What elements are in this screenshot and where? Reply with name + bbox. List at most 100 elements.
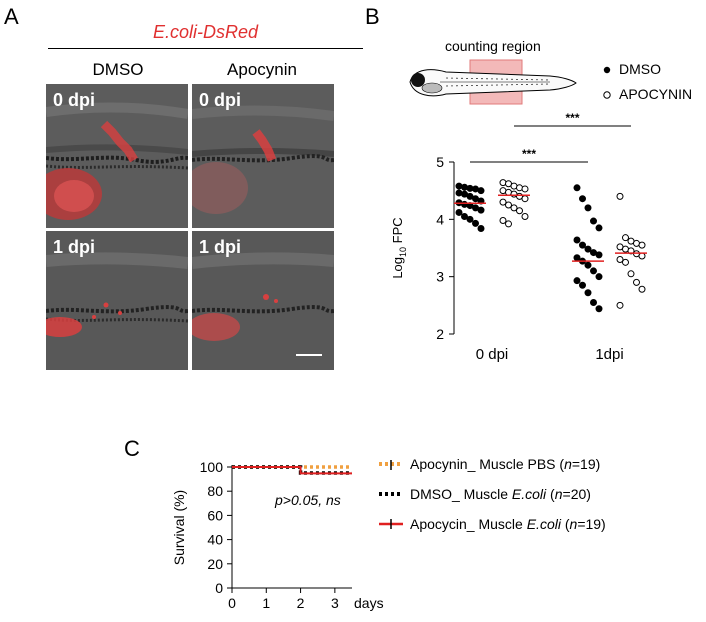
data-point [477,187,485,195]
image-apocynin-0dpi: 0 dpi [192,84,334,228]
data-point [510,204,518,212]
panel-a-letter: A [4,4,19,29]
y-tick-label: 80 [207,483,223,499]
micrograph [46,84,188,228]
legend-c-apocycin-italic: E.coli [526,516,561,532]
y-tick-label: 3 [436,269,444,285]
data-point [499,216,507,224]
data-point [477,225,485,233]
data-point [573,184,581,192]
data-point [584,245,592,253]
y-tick-label: 40 [207,532,223,548]
legend-c-apocycin-label: Apocycin_ Muscle [410,516,527,532]
x-category-label: 1dpi [595,346,623,362]
panel-a-title-rule [48,48,363,49]
data-point [472,219,479,227]
panel-c-letter: C [124,436,140,461]
data-point [573,277,581,285]
data-point [616,255,624,263]
data-point [505,201,512,209]
y-tick-label: 2 [436,326,444,342]
image-apocynin-1dpi: 1 dpi [192,231,334,370]
survival-annotation: p>0.05, ns [275,492,341,508]
data-point [616,301,624,309]
data-point [595,273,603,281]
scatter-plot: 2 3 4 5 Log10 FPC 0 dpi 1dpi *** *** [390,112,647,362]
image-label: 0 dpi [53,90,96,110]
data-point [579,241,586,249]
legend-marker-filled [603,66,611,74]
image-label: 0 dpi [199,90,242,110]
col-label-apocynin: Apocynin [227,60,297,79]
data-point [616,192,624,200]
data-point [584,289,592,297]
data-point [638,252,646,260]
image-label: 1 dpi [53,237,96,257]
panel-a-title: E.coli-DsRed [152,22,259,42]
legend-c-dmso-tail: ( [546,486,555,502]
survival-plot: 0 20 40 60 80 100 0 1 2 3 days Survival (%) [171,459,384,611]
data-point [477,206,485,214]
legend-c-pbs-label: Apocynin_ Muscle PBS ( [410,456,565,472]
data-point [461,200,468,208]
legend-c-dmso-nval: =20) [562,486,591,502]
legend-b-apocynin-label: APOCYNIN [619,86,693,102]
data-point [627,270,635,278]
data-point [521,212,529,220]
panel-b-letter: B [365,4,380,29]
col-label-dmso: DMSO [92,60,144,79]
y-axis-label: Survival (%) [171,490,187,565]
counting-region-label: counting region [445,38,541,54]
data-point [590,217,597,225]
data-point [595,251,603,259]
data-point [622,234,629,242]
data-point [461,212,468,220]
data-point [590,298,597,306]
image-label: 1 dpi [199,237,242,257]
data-point [633,278,640,286]
data-point [516,207,523,215]
y-tick-label: 5 [436,154,444,170]
data-point [579,281,586,289]
data-point [466,215,474,223]
data-point [590,267,597,275]
legend-c-dmso-n: n [554,486,563,502]
legend-swatch-apocycin-ecoli [379,519,403,529]
y-tick-label: 60 [207,507,223,523]
data-point [595,305,603,313]
y-tick-label: 4 [436,211,444,227]
legend-marker-open [603,91,611,99]
legend-c-apocycin-nval: =19) [577,516,606,532]
data-point [499,179,507,187]
data-point [521,195,529,203]
legend-c-apocycin-n: n [569,516,578,532]
micrograph [192,84,334,228]
image-dmso-0dpi: 0 dpi [46,84,188,228]
x-category-label: 0 dpi [476,346,509,362]
data-point [595,224,603,232]
legend-swatch-pbs [379,460,403,470]
legend-c-dmso-italic: E.coli [511,486,547,502]
y-tick-label: 100 [200,459,224,475]
data-point [499,198,507,206]
data-point [584,204,592,212]
data-point [505,220,512,228]
legend-c-apocycin-ecoli: Apocycin_ Muscle E.coli (n=19) [410,516,606,532]
legend-c-dmso-ecoli: DMSO_ Muscle E.coli (n=20) [410,486,591,502]
y-axis-label: Log10 FPC [390,217,408,278]
significance-stars: *** [565,112,579,125]
data-point [622,258,629,266]
data-point [638,285,646,293]
image-dmso-1dpi: 1 dpi [46,231,188,370]
zebrafish-larva-illustration [409,59,577,105]
legend-c-pbs: Apocynin_ Muscle PBS (n=19) [410,456,600,472]
data-point [573,236,581,244]
x-axis-label: days [354,595,384,611]
legend-c-dmso-label: DMSO_ Muscle [410,486,512,502]
data-point [461,183,468,191]
y-tick-label: 0 [215,580,223,596]
legend-c-swatches [379,460,403,529]
x-tick-label: 1 [262,595,270,611]
legend-b-dmso-label: DMSO [619,61,661,77]
legend-c-apocycin-tail: ( [560,516,570,532]
